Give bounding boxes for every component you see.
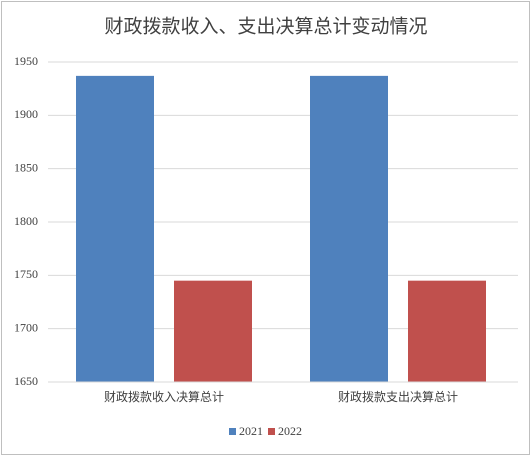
y-tick-label: 1950 xyxy=(14,54,38,68)
x-tick-label: 财政拨款支出决算总计 xyxy=(338,389,458,404)
y-tick-label: 1800 xyxy=(14,214,38,228)
y-tick-label: 1700 xyxy=(14,320,38,334)
y-tick-label: 1850 xyxy=(14,160,38,174)
chart-title: 财政拨款收入、支出决算总计变动情况 xyxy=(104,15,427,37)
y-tick-label: 1900 xyxy=(14,107,38,121)
bar xyxy=(76,75,154,382)
legend-swatch xyxy=(229,428,236,435)
legend-label: 2022 xyxy=(278,424,302,438)
bar xyxy=(310,75,388,382)
bar xyxy=(174,280,252,382)
legend-swatch xyxy=(268,428,275,435)
bar xyxy=(408,280,486,382)
y-tick-label: 1650 xyxy=(14,374,38,388)
y-tick-label: 1750 xyxy=(14,267,38,281)
x-tick-label: 财政拨款收入决算总计 xyxy=(104,389,224,404)
legend-label: 2021 xyxy=(239,424,263,438)
